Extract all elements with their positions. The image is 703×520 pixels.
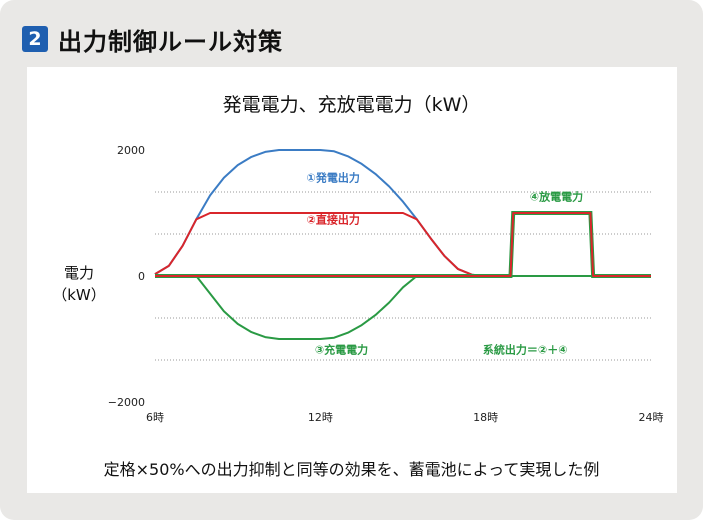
series-annotation-4: 系統出力＝②＋④ <box>483 342 568 356</box>
figure-caption: 定格×50%への出力抑制と同等の効果を、蓄電池によって実現した例 <box>103 460 600 479</box>
series-annotation-2: ③充電電力 <box>315 342 368 356</box>
x-tick-label-2: 18時 <box>473 411 498 424</box>
y-tick-label-0: 2000 <box>117 144 145 157</box>
figure-heading: 2 出力制御ルール対策 <box>22 24 283 56</box>
x-tick-label-0: 6時 <box>146 411 164 424</box>
x-tick-label-1: 12時 <box>308 411 333 424</box>
series-annotation-0: ①発電出力 <box>307 171 360 185</box>
y-axis-label-line1: 電力 <box>63 264 94 282</box>
chart-panel <box>27 67 677 493</box>
y-axis-label: 電力 （kW） <box>50 262 108 306</box>
series-line-3-outline <box>155 211 651 278</box>
number-badge: 2 <box>22 26 48 52</box>
series-line-1 <box>154 212 486 277</box>
y-tick-label-1: 0 <box>138 270 145 283</box>
y-axis-label-line2: （kW） <box>52 286 106 304</box>
chart-title: 発電電力、充放電電力（kW） <box>222 94 481 116</box>
series-line-3 <box>155 212 651 277</box>
series-annotation-1: ②直接出力 <box>307 213 360 227</box>
series-line-2 <box>155 275 651 340</box>
y-tick-label-2: −2000 <box>108 396 145 409</box>
series-annotation-3: ④放電電力 <box>530 189 583 203</box>
x-tick-label-3: 24時 <box>639 411 664 424</box>
heading-title: 出力制御ルール対策 <box>58 27 283 56</box>
